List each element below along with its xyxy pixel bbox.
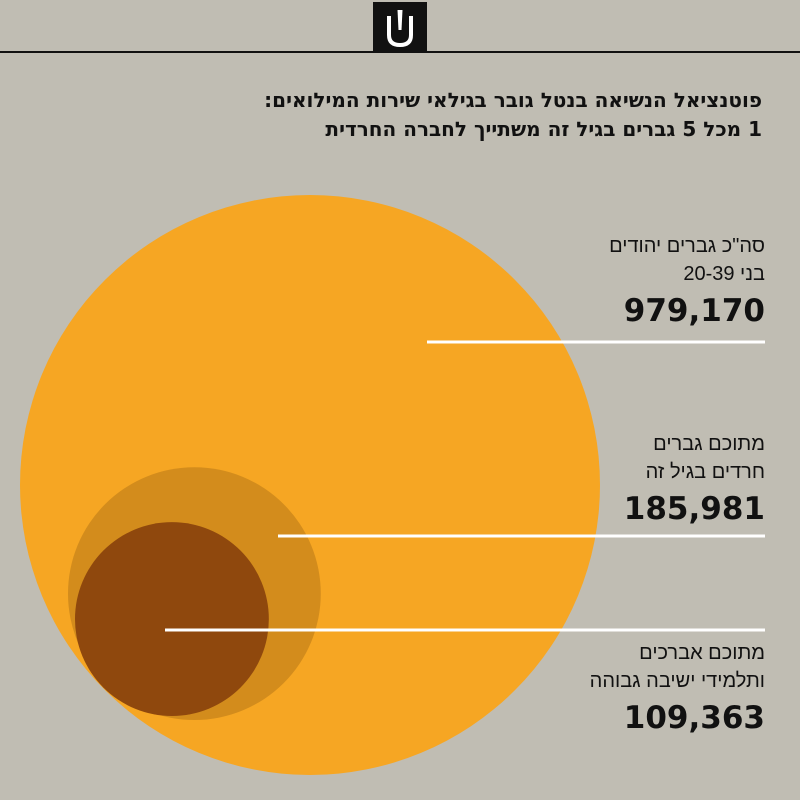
brand-logo-icon xyxy=(387,10,413,48)
value-yeshiva-students: 109,363 xyxy=(623,700,765,736)
brand-logo xyxy=(373,2,427,53)
label-total-line1: סה"כ גברים יהודים xyxy=(609,235,765,257)
circle-yeshiva-students xyxy=(75,522,269,717)
label-haredi-men: מתוכם גברים חרדים בגיל זה 185,981 xyxy=(445,430,765,526)
chart-title-line2: 1 מכל 5 גברים בגיל זה משתייך לחברה החרדי… xyxy=(325,117,762,141)
label-haredi-line1: מתוכם גברים xyxy=(653,433,765,455)
value-total-men: 979,170 xyxy=(623,293,765,329)
label-yeshiva-line2: ותלמידי ישיבה גבוהה xyxy=(589,670,765,692)
chart-title: פוטנציאל הנשיאה בנטל גובר בגילאי שירות ה… xyxy=(62,86,762,144)
label-total-men: סה"כ גברים יהודים בני 20-39 979,170 xyxy=(445,232,765,328)
label-yeshiva-students: מתוכם אברכים ותלמידי ישיבה גבוהה 109,363 xyxy=(445,639,765,735)
label-total-line2: בני 20-39 xyxy=(683,263,765,285)
label-haredi-line2: חרדים בגיל זה xyxy=(645,461,765,483)
value-haredi-men: 185,981 xyxy=(623,491,765,527)
label-yeshiva-line1: מתוכם אברכים xyxy=(639,642,765,664)
chart-title-line1: פוטנציאל הנשיאה בנטל גובר בגילאי שירות ה… xyxy=(264,88,762,112)
